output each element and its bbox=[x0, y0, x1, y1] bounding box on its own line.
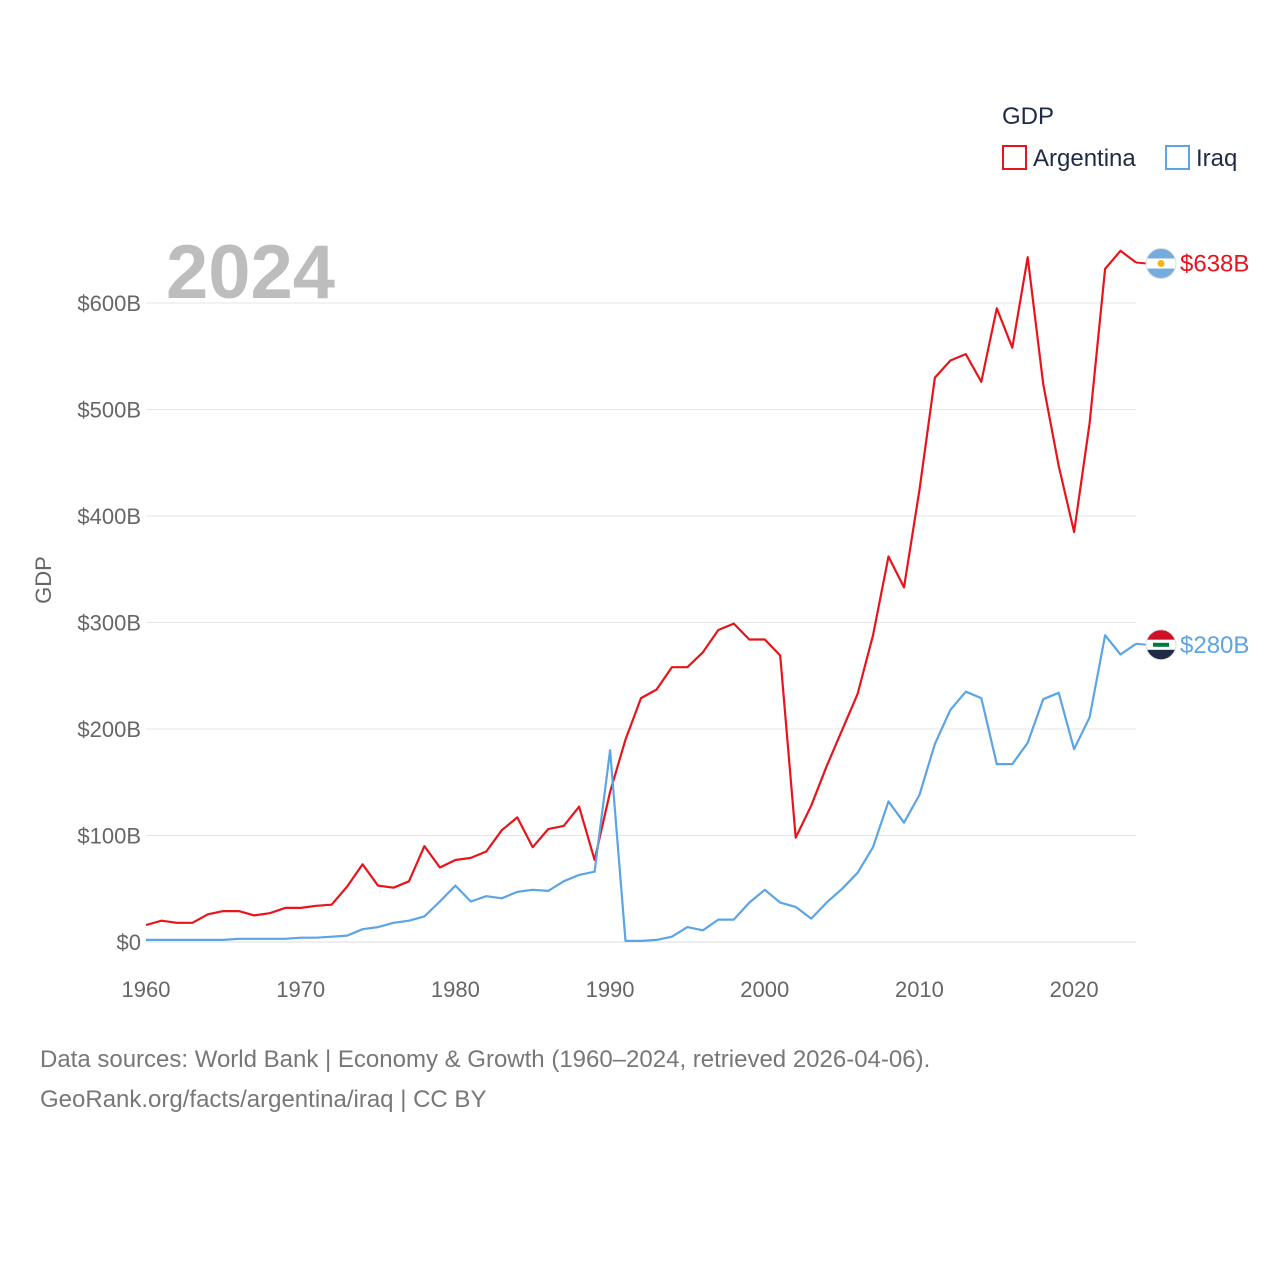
legend-label-iraq: Iraq bbox=[1196, 145, 1237, 172]
end-markers: $638B $280B bbox=[1135, 248, 1249, 661]
gdp-line-chart: $0 $100B $200B $300B $400B $500B $600B 1960 197… bbox=[31, 103, 1249, 1002]
x-tick-label: 1990 bbox=[586, 977, 635, 1002]
attribution-line: GeoRank.org/facts/argentina/iraq | CC BY bbox=[40, 1086, 487, 1113]
legend-item-iraq[interactable]: Iraq bbox=[1165, 145, 1237, 172]
gridlines bbox=[146, 302, 1136, 943]
x-tick-label: 2010 bbox=[895, 977, 944, 1002]
x-tick-label: 1960 bbox=[122, 977, 171, 1002]
x-tick-label: 2000 bbox=[740, 977, 789, 1002]
legend: GDP Argentina Iraq bbox=[1002, 103, 1237, 172]
legend-title: GDP bbox=[1002, 103, 1054, 130]
iraq-flag bbox=[1145, 629, 1177, 661]
legend-label-argentina: Argentina bbox=[1033, 145, 1136, 172]
y-tick-label: $100B bbox=[77, 824, 141, 849]
end-connector bbox=[1135, 261, 1148, 265]
y-tick-label: $0 bbox=[117, 930, 141, 955]
argentina-flag bbox=[1145, 248, 1177, 280]
legend-swatch-argentina bbox=[1002, 145, 1027, 170]
source-footer: Data sources: World Bank | Economy & Gro… bbox=[40, 1040, 930, 1120]
x-tick-label: 2020 bbox=[1050, 977, 1099, 1002]
series-line-iraq bbox=[146, 634, 1137, 943]
x-tick-label: 1970 bbox=[276, 977, 325, 1002]
legend-swatch-iraq bbox=[1165, 145, 1190, 170]
end-connector bbox=[1135, 642, 1148, 646]
source-line: Data sources: World Bank | Economy & Gro… bbox=[40, 1046, 931, 1073]
y-tick-label: $600B bbox=[77, 291, 141, 316]
x-axis: 1960 1970 1980 1990 2000 2010 2020 bbox=[122, 977, 1099, 1002]
y-axis-title: GDP bbox=[31, 556, 56, 604]
y-tick-label: $400B bbox=[77, 504, 141, 529]
y-tick-label: $500B bbox=[77, 398, 141, 423]
legend-item-argentina[interactable]: Argentina bbox=[1002, 145, 1136, 172]
y-tick-label: $300B bbox=[77, 611, 141, 636]
series-lines bbox=[145, 249, 1137, 943]
series-line-argentina bbox=[145, 249, 1137, 927]
end-value-label-argentina: $638B bbox=[1180, 251, 1249, 278]
x-tick-label: 1980 bbox=[431, 977, 480, 1002]
end-value-label-iraq: $280B bbox=[1180, 632, 1249, 659]
year-watermark: 2024 bbox=[166, 230, 335, 315]
y-tick-label: $200B bbox=[77, 717, 141, 742]
y-axis: $0 $100B $200B $300B $400B $500B $600B bbox=[77, 291, 141, 955]
